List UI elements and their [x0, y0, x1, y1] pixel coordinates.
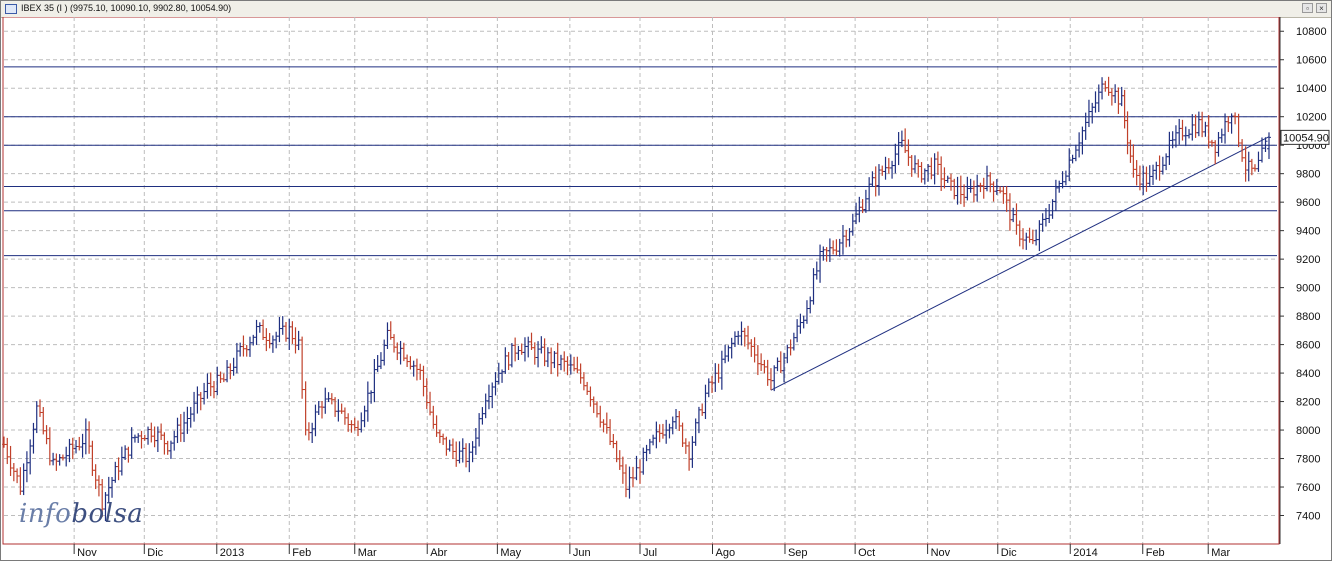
y-tick-label: 10200: [1296, 112, 1327, 124]
last-price-label: 10054.90: [1283, 132, 1329, 144]
y-tick-label: 9000: [1296, 283, 1320, 295]
x-tick-label: May: [500, 547, 521, 559]
grid-lines: [4, 17, 1277, 544]
y-tick-label: 8600: [1296, 340, 1320, 352]
y-tick-label: 9800: [1296, 169, 1320, 181]
y-tick-label: 10800: [1296, 26, 1327, 38]
ohlc-bar: [1263, 137, 1268, 153]
x-tick-label: Mar: [358, 547, 377, 559]
x-tick-label: 2014: [1073, 547, 1097, 559]
y-tick-label: 9600: [1296, 197, 1320, 209]
x-tick-label: Feb: [292, 547, 311, 559]
x-axis: Nov Dic 2013 Feb Mar Abr May Jun Jul Ago Sep Oct Nov…: [4, 543, 1277, 559]
y-axis: 7400 7600 7800 8000 8200 8400 8600 8800 9000 9200…: [1279, 17, 1327, 544]
last-price-marker[interactable]: 10054.90: [1280, 129, 1330, 145]
x-tick-label: 2013: [220, 547, 244, 559]
x-tick-label: Feb: [1146, 547, 1165, 559]
restore-icon[interactable]: ▫: [1302, 3, 1313, 13]
last-price-box: [1280, 129, 1330, 145]
x-tick-label: Mar: [1211, 547, 1230, 559]
x-tick-label: Abr: [430, 547, 447, 559]
ohlc-chart: 7400 7600 7800 8000 8200 8400 8600 8800 9000 9200…: [2, 17, 1330, 559]
infobolsa-logo: infobolsa: [19, 499, 144, 529]
y-tick-label: 10600: [1296, 55, 1327, 67]
y-tick-label: 8800: [1296, 311, 1320, 323]
y-tick-label: 9400: [1296, 226, 1320, 238]
y-tick-label: 9200: [1296, 254, 1320, 266]
window-title: IBEX 35 (I ) (9975.10, 10090.10, 9902.80…: [21, 3, 232, 13]
x-tick-label: Ago: [715, 547, 735, 559]
chart-window-icon: [5, 4, 17, 14]
ohlc-bar: [1267, 132, 1271, 160]
x-tick-label: Oct: [858, 547, 875, 559]
y-tick-label: 10400: [1296, 83, 1327, 95]
window-title-bar[interactable]: IBEX 35 (I ) (9975.10, 10090.10, 9902.80…: [1, 1, 1331, 18]
trend-line: [770, 136, 1270, 391]
horizontal-levels: [4, 66, 1277, 257]
y-tick-label: 8400: [1296, 368, 1320, 380]
plot-area: [2, 17, 1280, 545]
x-tick-label: Nov: [77, 547, 97, 559]
x-tick-label: Jun: [573, 547, 591, 559]
x-tick-label: Dic: [1001, 547, 1017, 559]
x-tick-label: Dic: [147, 547, 163, 559]
x-tick-label: Sep: [788, 547, 808, 559]
close-icon[interactable]: ×: [1316, 3, 1327, 13]
y-tick-label: 8000: [1296, 425, 1320, 437]
x-tick-label: Jul: [643, 547, 657, 559]
y-tick-label: 7400: [1296, 511, 1320, 523]
y-tick-label: 8200: [1296, 397, 1320, 409]
x-tick-label: Nov: [931, 547, 951, 559]
trendline: [770, 136, 1270, 391]
price-bars: [2, 76, 1271, 522]
y-tick-label: 7600: [1296, 482, 1320, 494]
y-tick-label: 7800: [1296, 454, 1320, 466]
